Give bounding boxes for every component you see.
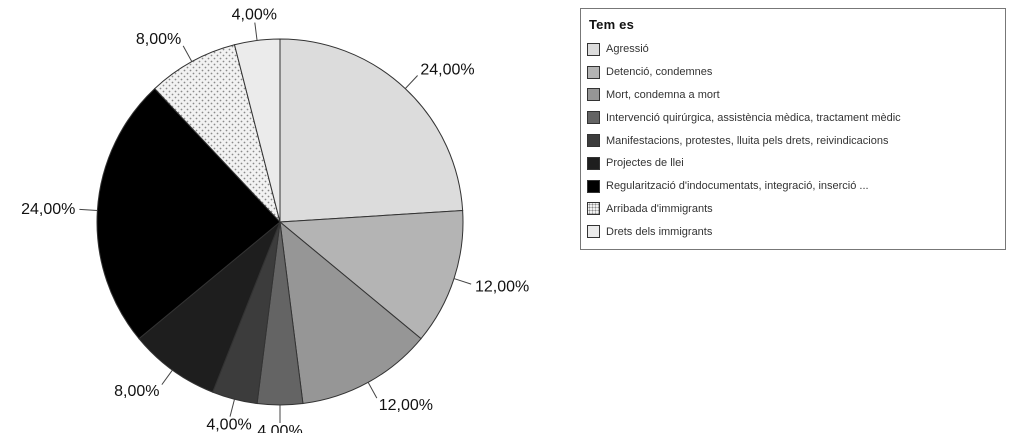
pie-slice-6 (138, 221, 281, 393)
legend-swatch-6 (587, 156, 600, 170)
legend-swatch-1 (587, 42, 600, 56)
pie-leader-2 (453, 278, 472, 285)
legend-label-3: Mort, condemna a mort (606, 88, 720, 101)
legend-label-2: Detenció, condemnes (606, 66, 713, 79)
legend-item-4: Intervenció quirúrgica, assistència mèdi… (587, 106, 999, 129)
pie-slice-3 (279, 220, 422, 405)
legend-label-9: Drets dels immigrants (606, 225, 713, 238)
legend-swatch-4 (587, 111, 600, 125)
legend-label-7: Regularització d'indocumentats, integrac… (606, 180, 869, 193)
legend-item-5: Manifestacions, protestes, lluita pels d… (587, 129, 999, 152)
pie-leader-5 (229, 399, 235, 417)
pie-leader-1 (404, 75, 418, 89)
legend-item-1: Agressió (587, 38, 999, 61)
legend-label-8: Arribada d'immigrants (606, 202, 713, 215)
pie-slice-8 (154, 44, 281, 223)
pie-label-5: 4,00% (206, 416, 251, 433)
legend-swatch-7 (587, 179, 600, 193)
legend-swatch-9 (587, 225, 600, 239)
pie-slice-1 (279, 38, 464, 223)
legend-item-3: Mort, condemna a mort (587, 84, 999, 107)
pie-label-4: 4,00% (257, 423, 302, 433)
legend-label-6: Projectes de llei (606, 157, 684, 170)
pie-leader-8 (182, 45, 193, 62)
legend-title: Tem es (589, 17, 635, 32)
legend-swatch-2 (587, 65, 600, 79)
pie-label-8: 8,00% (136, 31, 181, 48)
legend: Tem es Agressió Detenció, condemnes Mort, … (580, 8, 1006, 250)
pie-leader-6 (161, 369, 173, 385)
pie-label-6: 8,00% (114, 383, 159, 400)
legend-item-9: Drets dels immigrants (587, 220, 999, 243)
pie-label-2: 12,00% (475, 279, 529, 296)
pie-slice-2 (278, 209, 464, 340)
legend-item-8: Arribada d'immigrants (587, 198, 999, 221)
legend-swatch-5 (587, 134, 600, 148)
pie-chart: 24,00% 12,00% 12,00% 4,00% 4,00% 8,00% 24,00% 8… (21, 7, 529, 433)
pie-labels: 24,00% 12,00% 12,00% 4,00% 4,00% 8,00% 24,00% 8… (21, 7, 529, 433)
pie-label-3: 12,00% (379, 397, 433, 414)
legend-swatch-8 (587, 202, 600, 216)
pie-leader-9 (254, 22, 258, 41)
legend-swatch-3 (587, 88, 600, 102)
pie-label-9: 4,00% (232, 7, 277, 24)
legend-label-4: Intervenció quirúrgica, assistència mèdi… (606, 111, 901, 124)
pie-label-1: 24,00% (420, 62, 474, 79)
legend-label-5: Manifestacions, protestes, lluita pels d… (606, 134, 889, 147)
legend-label-1: Agressió (606, 43, 649, 56)
pie-leader-7 (79, 208, 98, 212)
pie-slice-9 (233, 38, 281, 223)
pie-slices (96, 38, 464, 406)
pie-slice-7 (96, 87, 281, 340)
legend-item-6: Projectes de llei (587, 152, 999, 175)
pie-label-7: 24,00% (21, 201, 75, 218)
legend-item-7: Regularització d'indocumentats, integrac… (587, 175, 999, 198)
pie-leader-lines (79, 22, 472, 423)
legend-item-2: Detenció, condemnes (587, 61, 999, 84)
pie-leader-3 (367, 382, 378, 399)
legend-items: Agressió Detenció, condemnes Mort, condemn… (587, 38, 999, 243)
